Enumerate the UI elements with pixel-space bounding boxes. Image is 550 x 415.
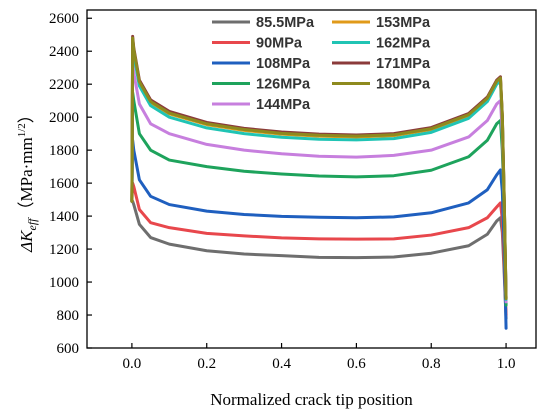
x-axis-title: Normalized crack tip position (210, 390, 413, 409)
series-line-3 (130, 90, 508, 307)
x-tick-label-2: 0.4 (272, 356, 291, 372)
series-line-8 (130, 36, 508, 301)
series-line-5 (130, 38, 508, 301)
legend: 85.5MPa 90MPa 108MPa 126MPa 144MPa 153MPa 162M… (212, 15, 431, 113)
series-line-4 (130, 61, 508, 304)
y-tick-label-2: 1000 (49, 275, 79, 291)
y-tick-label-1: 800 (57, 308, 80, 324)
y-tick-label-4: 1400 (49, 209, 79, 225)
y-tick-label-7: 2000 (49, 110, 79, 126)
y-axis-unit-close: ） (17, 106, 36, 123)
plot-frame (86, 9, 537, 349)
legend-label-5: 153MPa (376, 15, 431, 31)
series-layer (130, 34, 508, 330)
y-tick-label-8: 2200 (49, 77, 79, 93)
x-tick-label-1: 0.2 (197, 356, 216, 372)
y-tick-label-9: 2400 (49, 44, 79, 60)
x-tick-label-0: 0.0 (123, 356, 142, 372)
y-axis-unit: （MPa·mm (17, 137, 36, 218)
y-tick-label-0: 600 (57, 341, 80, 357)
legend-label-0: 85.5MPa (256, 15, 315, 31)
series-line-2 (130, 138, 508, 330)
legend-label-2: 108MPa (256, 56, 311, 72)
y-tick-label-10: 2600 (49, 11, 79, 27)
series-line-1 (130, 181, 508, 317)
y-tick-label-6: 1800 (49, 143, 79, 159)
x-tick-label-3: 0.6 (347, 356, 366, 372)
x-tick-label-5: 1.0 (497, 356, 516, 372)
y-axis-symbol: ΔK (17, 229, 36, 253)
x-tick-label-4: 0.8 (422, 356, 441, 372)
legend-label-7: 171MPa (376, 56, 431, 72)
legend-label-6: 162MPa (376, 36, 431, 52)
y-axis-title: ΔKeff（MPa·mm1/2） (16, 106, 39, 253)
legend-label-8: 180MPa (376, 77, 431, 93)
legend-label-4: 144MPa (256, 97, 311, 113)
y-tick-label-3: 1200 (49, 242, 79, 258)
ticks-layer: 0.0 0.2 0.4 0.6 0.8 1.0 600 800 1000 1200 1400 1600… (49, 11, 515, 372)
y-axis-subscript: eff (25, 217, 39, 231)
series-line-6 (130, 41, 508, 301)
legend-label-3: 126MPa (256, 77, 311, 93)
legend-label-1: 90MPa (256, 36, 303, 52)
y-tick-label-5: 1600 (49, 176, 79, 192)
y-axis-unit-exponent: 1/2 (16, 123, 28, 137)
series-line-0 (130, 199, 508, 320)
